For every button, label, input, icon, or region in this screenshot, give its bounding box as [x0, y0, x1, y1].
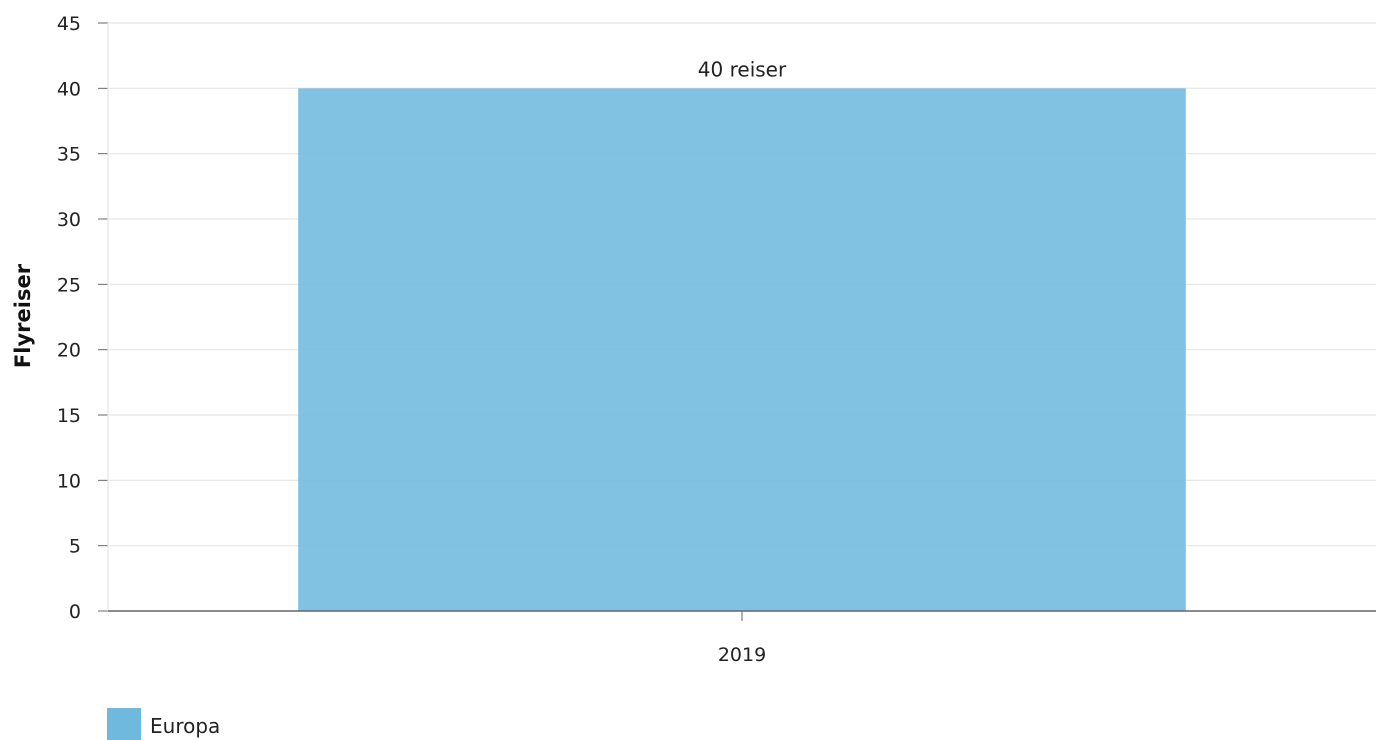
legend-label-europa[interactable]: Europa [150, 714, 220, 738]
y-tick-label: 0 [69, 601, 81, 623]
bar-2019[interactable] [298, 88, 1186, 612]
y-tick-label: 30 [57, 209, 81, 231]
legend[interactable]: Europa [107, 708, 220, 740]
y-tick-label: 20 [57, 340, 81, 362]
y-tick-label: 45 [57, 13, 81, 35]
data-label: 40 reiser [698, 57, 787, 81]
y-tick-label: 40 [57, 78, 81, 100]
y-tick-label: 35 [57, 144, 81, 166]
labels: 0 5 10 15 20 25 30 35 40 45 40 reiser 2019 [57, 13, 787, 666]
y-tick-label: 25 [57, 274, 81, 296]
bars [298, 88, 1186, 612]
legend-swatch-europa[interactable] [107, 708, 141, 740]
y-axis-title: Flyreiser [11, 263, 35, 368]
axes [98, 22, 1376, 621]
y-tick-label: 5 [69, 536, 81, 558]
x-tick-label: 2019 [718, 644, 766, 666]
y-tick-label: 10 [57, 470, 81, 492]
y-tick-label: 15 [57, 405, 81, 427]
